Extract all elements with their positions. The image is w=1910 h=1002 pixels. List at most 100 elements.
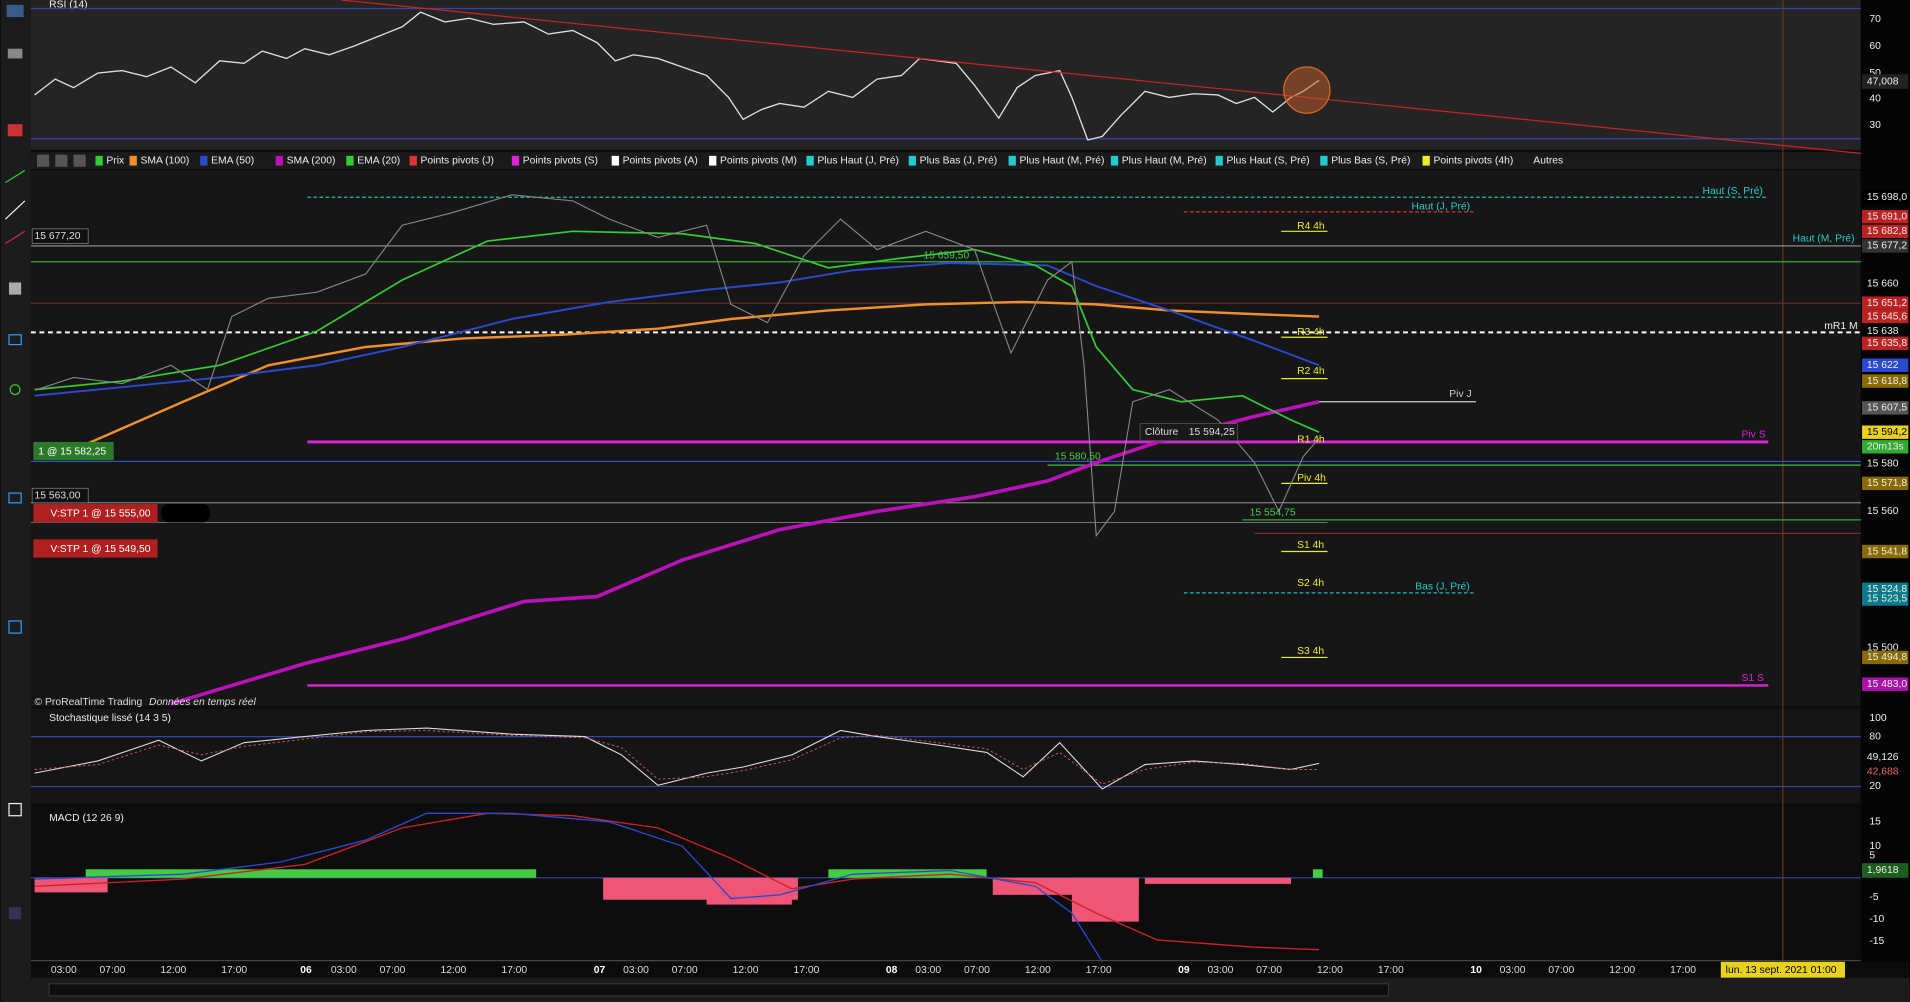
price-axis-labels: 15 698,0 15 691,0 15 682,8 15 677,2 15 660 15…	[1862, 190, 1909, 691]
bar-icon[interactable]	[55, 154, 68, 167]
indicator-swatch[interactable]	[709, 155, 717, 166]
price-box	[31, 487, 89, 504]
order-label[interactable]: V:STP 1 @ 15 549,50	[50, 544, 150, 555]
time-label: 12:00	[733, 965, 759, 976]
indicator-item[interactable]: Plus Haut (J, Pré)	[817, 155, 899, 166]
indicator-item[interactable]: Plus Haut (M, Pré)	[1020, 155, 1105, 166]
close-label: Clôture	[1145, 427, 1179, 438]
indicator-item[interactable]: Autres	[1533, 155, 1563, 166]
indicator-item[interactable]: EMA (20)	[357, 155, 400, 166]
level-label: R3 4h	[1297, 327, 1325, 338]
stoch-tick: 20	[1869, 781, 1881, 792]
time-label: 03:00	[51, 965, 77, 976]
rsi-tick: 40	[1869, 93, 1881, 104]
price-axis-label: 15 594,2	[1867, 427, 1907, 438]
rsi-tick: 30	[1869, 120, 1881, 131]
price-axis-label: 15 500	[1867, 642, 1899, 653]
indicator-item[interactable]: SMA (200)	[287, 155, 336, 166]
indicator-swatch[interactable]	[1422, 155, 1430, 166]
indicator-swatch[interactable]	[409, 155, 417, 166]
price-axis-box	[1862, 239, 1909, 253]
price-axis-box	[1862, 336, 1909, 351]
price-axis-label: 15 635,8	[1867, 338, 1907, 349]
toolbar-icons[interactable]	[4, 4, 26, 920]
price-box-label: 15 563,00	[35, 490, 81, 501]
indicator-list[interactable]: Prix SMA (100) EMA (50) SMA (200) EMA (20) Po…	[37, 154, 1563, 167]
rsi-tick: 50	[1869, 68, 1881, 79]
level-label: R1 4h	[1297, 434, 1325, 445]
indicator-item[interactable]: Plus Haut (S, Pré)	[1227, 155, 1310, 166]
indicator-item[interactable]: SMA (100)	[140, 155, 189, 166]
macd-value: 1,9618	[1867, 865, 1899, 876]
macd-tick: -5	[1869, 892, 1878, 903]
scrollbar[interactable]	[48, 983, 1390, 997]
indicator-swatch[interactable]	[200, 155, 208, 166]
bar-icon[interactable]	[37, 154, 50, 167]
indicator-swatch[interactable]	[129, 155, 137, 166]
indicator-item[interactable]: Plus Haut (M, Pré)	[1122, 155, 1207, 166]
indicator-item[interactable]: Plus Bas (J, Pré)	[920, 155, 997, 166]
macd-line	[34, 812, 1103, 963]
rsi-tick: 70	[1869, 14, 1881, 25]
time-label: 12:00	[440, 965, 466, 976]
indicator-swatch[interactable]	[806, 155, 814, 166]
left-toolbar[interactable]	[0, 0, 31, 1002]
price-axis-label: 15 651,2	[1867, 298, 1907, 309]
price-axis-box	[1862, 544, 1909, 559]
bar-icon[interactable]	[73, 154, 86, 167]
price-axis-label: 15 524,8	[1867, 584, 1907, 595]
indicator-swatch[interactable]	[1008, 155, 1016, 166]
indicator-swatch[interactable]	[908, 155, 917, 166]
indicator-swatch[interactable]	[511, 155, 520, 166]
price-axis-label: 15 682,8	[1867, 226, 1907, 237]
indicator-swatch[interactable]	[1110, 155, 1119, 166]
order-label[interactable]: V:STP 1 @ 15 555,00	[50, 509, 150, 520]
macd-tick: 15	[1869, 817, 1881, 828]
order-label[interactable]: 1 @ 15 582,25	[38, 446, 106, 457]
indicator-item[interactable]: Points pivots (A)	[623, 155, 698, 166]
time-label: 12:00	[160, 965, 186, 976]
rsi-title: RSI (14)	[49, 0, 87, 11]
indicator-swatch[interactable]	[1215, 155, 1223, 166]
time-label: 03:00	[1207, 965, 1233, 976]
level-label: S2 4h	[1297, 578, 1324, 589]
level-label: R4 4h	[1297, 221, 1325, 232]
indicator-item[interactable]: Prix	[106, 155, 125, 166]
time-label: 03:00	[623, 965, 649, 976]
indicator-swatch[interactable]	[346, 155, 354, 166]
indicator-item[interactable]: Points pivots (J)	[421, 155, 494, 166]
level-label: Piv S	[1742, 429, 1766, 440]
price-axis-box	[1862, 190, 1909, 204]
indicator-item[interactable]: Points pivots (S)	[523, 155, 598, 166]
price-axis-box	[1862, 677, 1909, 691]
indicator-swatch[interactable]	[275, 155, 283, 166]
redaction	[161, 504, 210, 523]
indicator-item[interactable]: EMA (50)	[211, 155, 254, 166]
macd-tick: -10	[1869, 914, 1884, 925]
indicator-bar	[30, 152, 1861, 170]
indicator-item[interactable]: Points pivots (M)	[720, 155, 797, 166]
day-label: 08	[886, 965, 898, 976]
indicator-item[interactable]: Plus Bas (S, Pré)	[1331, 155, 1410, 166]
time-label: 12:00	[1317, 965, 1343, 976]
indicator-swatch[interactable]	[611, 155, 619, 166]
price-axis-box	[1862, 210, 1909, 224]
macd-tick: 10	[1869, 841, 1881, 852]
order-box[interactable]	[33, 441, 114, 461]
stoch-tick: 80	[1869, 731, 1881, 742]
indicator-swatch[interactable]	[1320, 155, 1328, 166]
sma200-line	[170, 399, 1320, 706]
price-axis-label: 15 698,0	[1867, 192, 1907, 203]
price-axis-box	[1862, 476, 1909, 491]
indicator-swatch[interactable]	[95, 155, 103, 166]
stoch-title: Stochastique lissé (14 3 5)	[49, 713, 171, 724]
order-box[interactable]	[33, 539, 158, 558]
order-box[interactable]	[33, 504, 158, 523]
price-axis-box	[1862, 296, 1909, 310]
price-axis-label: 15 622	[1867, 360, 1899, 371]
close-box	[1139, 423, 1238, 442]
indicator-item[interactable]: Points pivots (4h)	[1433, 155, 1513, 166]
time-label: 07:00	[1548, 965, 1574, 976]
price-path	[36, 194, 1320, 538]
stoch-value: 42,688	[1867, 767, 1899, 778]
